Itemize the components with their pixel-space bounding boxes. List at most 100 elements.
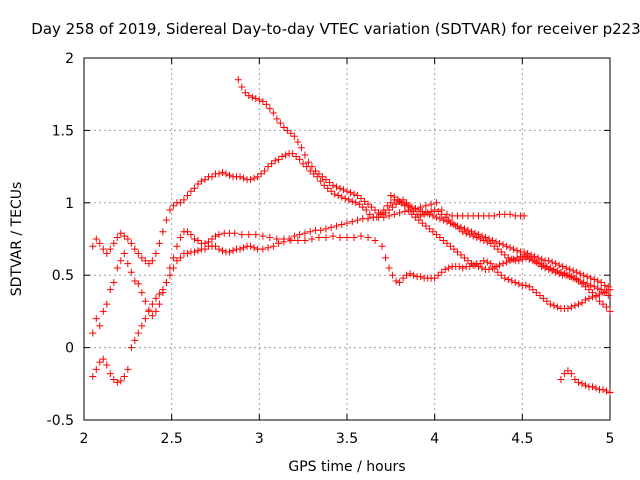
data-point — [559, 263, 567, 271]
data-point — [427, 200, 435, 208]
data-point — [89, 373, 97, 381]
data-point — [176, 199, 184, 207]
data-point — [443, 239, 451, 247]
data-point — [138, 289, 146, 297]
data-point — [496, 261, 504, 269]
data-point — [297, 144, 305, 152]
data-point — [294, 138, 302, 146]
data-point — [459, 264, 467, 272]
data-point — [564, 305, 572, 313]
data-point — [152, 294, 160, 302]
data-point — [415, 216, 423, 224]
data-point — [318, 173, 326, 181]
data-point — [289, 150, 297, 158]
data-point — [431, 274, 439, 282]
data-point — [475, 231, 482, 239]
data-points — [89, 76, 614, 396]
data-point — [236, 245, 244, 253]
data-point — [434, 207, 442, 215]
data-point — [290, 132, 298, 140]
axis-ticks — [83, 57, 611, 421]
data-point — [602, 303, 610, 311]
data-point — [413, 210, 421, 218]
data-point — [373, 213, 381, 221]
data-point — [183, 249, 191, 257]
data-point — [573, 268, 581, 276]
data-point — [557, 375, 565, 383]
data-point — [496, 239, 504, 247]
data-point — [355, 200, 363, 208]
data-point — [501, 251, 509, 259]
data-point — [378, 210, 386, 218]
data-point — [602, 387, 610, 395]
data-point — [483, 238, 491, 246]
data-point — [469, 232, 477, 240]
data-point — [241, 89, 249, 97]
data-point — [357, 194, 365, 202]
data-point — [294, 236, 302, 244]
data-point — [252, 231, 260, 239]
data-point — [162, 278, 170, 286]
data-point — [425, 225, 433, 233]
data-point — [396, 197, 404, 205]
data-point — [590, 276, 598, 284]
data-point — [408, 203, 416, 211]
data-point — [513, 247, 521, 255]
data-point — [255, 96, 263, 104]
data-point — [327, 223, 335, 231]
data-point — [275, 239, 283, 247]
data-point — [411, 213, 419, 221]
data-point — [190, 248, 198, 256]
x-tick-label: 3 — [255, 431, 264, 447]
data-point — [364, 200, 372, 208]
y-tick-label: 0 — [65, 341, 74, 357]
data-point — [432, 213, 440, 221]
data-point — [124, 260, 132, 268]
data-point — [343, 234, 351, 242]
data-point — [240, 174, 248, 182]
data-point — [248, 93, 256, 101]
data-point — [443, 218, 451, 226]
data-point — [529, 286, 537, 294]
series-arc-1 — [89, 228, 614, 337]
data-point — [410, 271, 418, 279]
data-point — [371, 236, 379, 244]
data-point — [266, 234, 274, 242]
data-point — [571, 375, 579, 383]
data-point — [546, 300, 554, 308]
data-point — [599, 300, 607, 308]
data-point — [169, 264, 177, 272]
data-point — [480, 257, 488, 265]
data-point — [552, 260, 560, 268]
data-point — [92, 315, 100, 323]
data-point — [396, 278, 404, 286]
data-point — [103, 249, 111, 257]
data-point — [489, 236, 497, 244]
data-point — [411, 205, 419, 213]
data-point — [390, 193, 398, 201]
x-tick-label: 4.5 — [511, 431, 533, 447]
data-point — [301, 151, 309, 159]
data-point — [522, 254, 530, 262]
data-point — [431, 206, 439, 214]
y-axis-label: SDTVAR / TECUs — [9, 182, 25, 297]
data-point — [606, 307, 614, 315]
x-tick-label: 2 — [80, 431, 89, 447]
data-point — [394, 196, 402, 204]
data-point — [504, 276, 512, 284]
data-point — [329, 181, 337, 189]
data-point — [581, 283, 589, 291]
data-point — [567, 273, 575, 281]
data-point — [166, 206, 174, 214]
series-arc-4 — [234, 76, 614, 315]
data-point — [508, 277, 516, 285]
data-point — [529, 257, 537, 265]
data-point — [581, 296, 589, 304]
data-point — [467, 228, 475, 236]
data-point — [317, 177, 325, 185]
data-point — [329, 232, 337, 240]
data-point — [92, 365, 100, 373]
data-point — [131, 245, 139, 253]
data-point — [460, 254, 468, 262]
data-point — [592, 293, 600, 301]
